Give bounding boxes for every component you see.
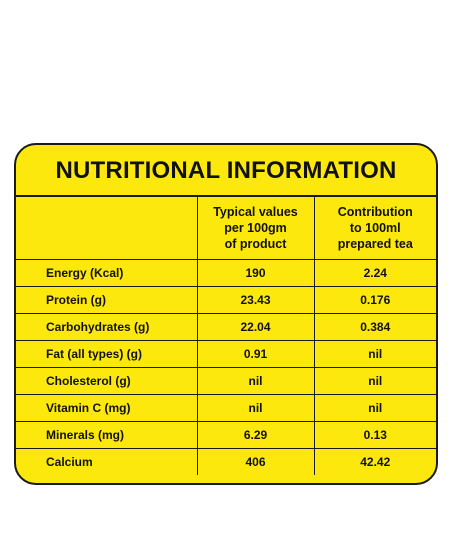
typical-value: nil (196, 394, 315, 422)
contribution-value: 0.176 (313, 286, 436, 314)
table-row: Cholesterol (g) nil nil (16, 367, 436, 395)
nutrient-name: Carbohydrates (g) (16, 313, 198, 341)
typical-value: 406 (196, 448, 315, 475)
contribution-value: 0.384 (313, 313, 436, 341)
header-row: Typical values per 100gm of product Cont… (16, 197, 436, 260)
nutrient-name: Vitamin C (mg) (16, 394, 198, 422)
typical-value: 22.04 (196, 313, 315, 341)
typical-values-header: Typical values per 100gm of product (196, 197, 315, 260)
nutrition-table: Typical values per 100gm of product Cont… (16, 197, 436, 475)
table-row: Protein (g) 23.43 0.176 (16, 286, 436, 314)
nutrient-name: Fat (all types) (g) (16, 340, 198, 368)
nutrient-name: Calcium (16, 448, 198, 475)
typical-value: 23.43 (196, 286, 315, 314)
contribution-header: Contribution to 100ml prepared tea (313, 197, 436, 260)
table-row: Fat (all types) (g) 0.91 nil (16, 340, 436, 368)
typical-value: 6.29 (196, 421, 315, 449)
nutrient-name: Cholesterol (g) (16, 367, 198, 395)
contribution-value: nil (313, 367, 436, 395)
nutrient-name: Energy (Kcal) (16, 259, 198, 287)
label-title: NUTRITIONAL INFORMATION (16, 145, 436, 197)
nutrient-name: Minerals (mg) (16, 421, 198, 449)
typical-value: 190 (196, 259, 315, 287)
table-row: Vitamin C (mg) nil nil (16, 394, 436, 422)
typical-value: 0.91 (196, 340, 315, 368)
contribution-value: 2.24 (313, 259, 436, 287)
contribution-value: 42.42 (313, 448, 436, 475)
table-row: Minerals (mg) 6.29 0.13 (16, 421, 436, 449)
table-row: Energy (Kcal) 190 2.24 (16, 259, 436, 287)
contribution-value: 0.13 (313, 421, 436, 449)
nutrition-label: NUTRITIONAL INFORMATION Typical values p… (14, 143, 438, 485)
table-row: Calcium 406 42.42 (16, 448, 436, 475)
table-row: Carbohydrates (g) 22.04 0.384 (16, 313, 436, 341)
contribution-value: nil (313, 340, 436, 368)
typical-value: nil (196, 367, 315, 395)
nutrient-name: Protein (g) (16, 286, 198, 314)
contribution-value: nil (313, 394, 436, 422)
nutrient-column-header (16, 197, 198, 260)
